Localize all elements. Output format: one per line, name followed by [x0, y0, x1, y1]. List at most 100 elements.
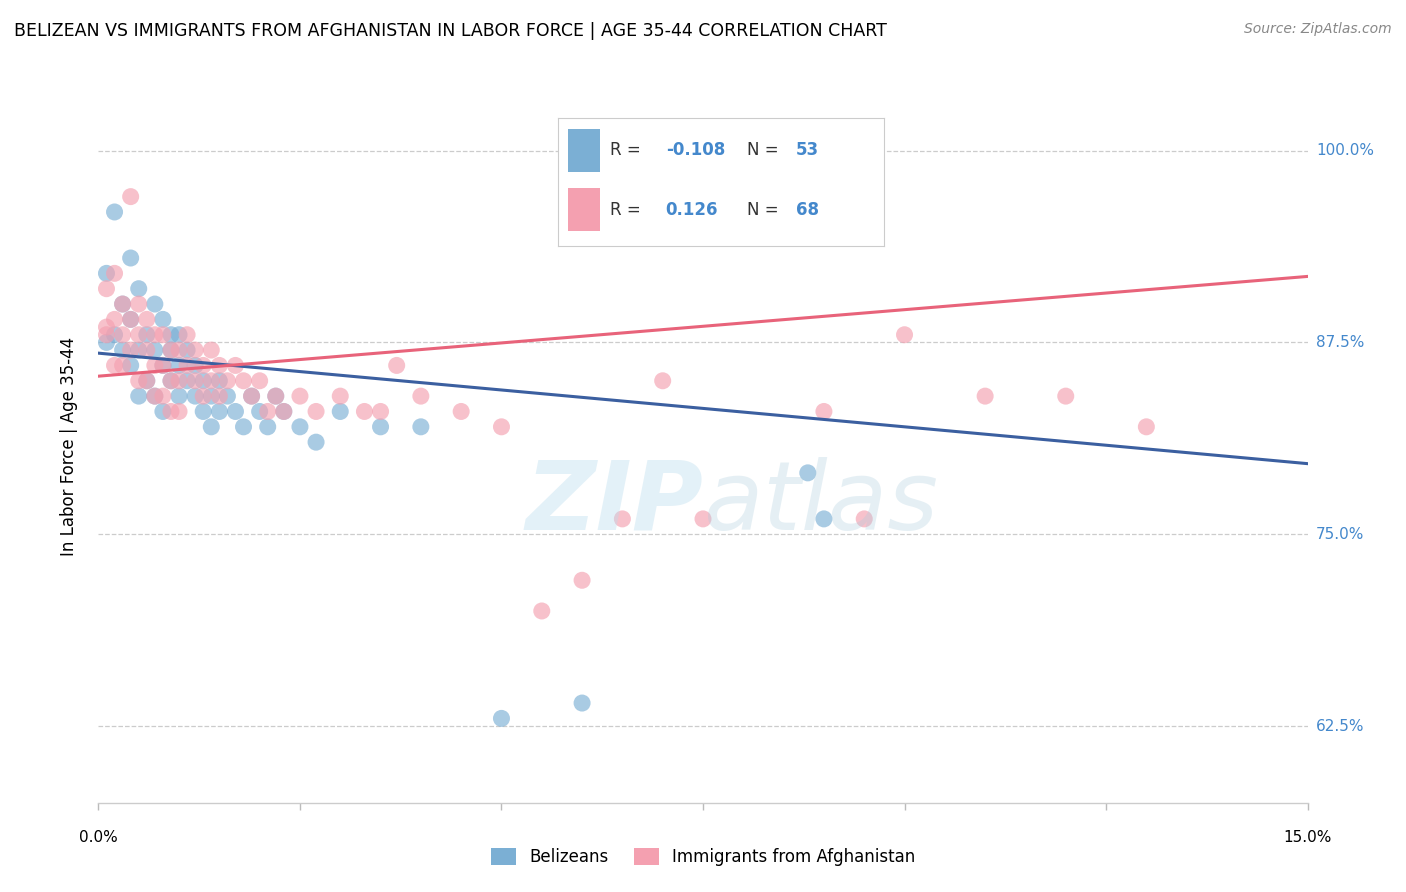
- Point: [184, 389, 207, 403]
- Legend: Belizeans, Immigrants from Afghanistan: Belizeans, Immigrants from Afghanistan: [484, 841, 922, 873]
- Point: [167, 343, 190, 357]
- Point: [288, 419, 311, 434]
- Point: [128, 343, 150, 357]
- Point: [160, 404, 183, 418]
- Point: [193, 359, 215, 373]
- Point: [224, 404, 246, 418]
- Point: [409, 389, 432, 403]
- Text: atlas: atlas: [703, 457, 938, 549]
- Point: [409, 419, 432, 434]
- Point: [208, 359, 231, 373]
- Point: [152, 359, 174, 373]
- Point: [111, 297, 134, 311]
- Point: [974, 389, 997, 403]
- Point: [491, 419, 513, 434]
- Point: [143, 297, 166, 311]
- Point: [184, 343, 207, 357]
- Point: [160, 343, 183, 357]
- Point: [692, 512, 714, 526]
- Point: [273, 404, 295, 418]
- Point: [111, 327, 134, 342]
- Point: [385, 359, 408, 373]
- Point: [103, 312, 125, 326]
- Point: [184, 374, 207, 388]
- Point: [571, 696, 593, 710]
- Text: 75.0%: 75.0%: [1316, 527, 1364, 541]
- Point: [103, 205, 125, 219]
- Point: [450, 404, 472, 418]
- Point: [128, 327, 150, 342]
- Point: [232, 374, 254, 388]
- Point: [370, 404, 392, 418]
- Point: [1135, 419, 1157, 434]
- Point: [120, 312, 142, 326]
- Point: [208, 389, 231, 403]
- Text: ZIP: ZIP: [524, 457, 703, 549]
- Point: [103, 266, 125, 280]
- Point: [193, 389, 215, 403]
- Point: [288, 389, 311, 403]
- Point: [329, 389, 352, 403]
- Point: [176, 374, 198, 388]
- Point: [120, 189, 142, 203]
- Point: [305, 404, 328, 418]
- Point: [135, 374, 157, 388]
- Point: [353, 404, 375, 418]
- Point: [111, 343, 134, 357]
- Point: [797, 466, 820, 480]
- Point: [256, 419, 278, 434]
- Point: [160, 374, 183, 388]
- Point: [135, 343, 157, 357]
- Point: [273, 404, 295, 418]
- Point: [208, 404, 231, 418]
- Point: [224, 359, 246, 373]
- Text: 87.5%: 87.5%: [1316, 334, 1364, 350]
- Point: [651, 374, 673, 388]
- Text: BELIZEAN VS IMMIGRANTS FROM AFGHANISTAN IN LABOR FORCE | AGE 35-44 CORRELATION C: BELIZEAN VS IMMIGRANTS FROM AFGHANISTAN …: [14, 22, 887, 40]
- Point: [240, 389, 263, 403]
- Point: [167, 404, 190, 418]
- Point: [813, 512, 835, 526]
- Point: [143, 389, 166, 403]
- Point: [167, 327, 190, 342]
- Point: [176, 327, 198, 342]
- Point: [152, 312, 174, 326]
- Point: [530, 604, 553, 618]
- Point: [167, 374, 190, 388]
- Point: [120, 359, 142, 373]
- Point: [217, 389, 239, 403]
- Point: [128, 389, 150, 403]
- Point: [128, 282, 150, 296]
- Point: [208, 374, 231, 388]
- Point: [160, 327, 183, 342]
- Point: [264, 389, 287, 403]
- Point: [1054, 389, 1077, 403]
- Point: [111, 359, 134, 373]
- Text: 100.0%: 100.0%: [1316, 143, 1374, 158]
- Point: [103, 359, 125, 373]
- Text: 15.0%: 15.0%: [1284, 830, 1331, 846]
- Point: [176, 359, 198, 373]
- Point: [329, 404, 352, 418]
- Point: [135, 312, 157, 326]
- Point: [370, 419, 392, 434]
- Point: [103, 327, 125, 342]
- Point: [143, 327, 166, 342]
- Point: [120, 312, 142, 326]
- Point: [193, 374, 215, 388]
- Point: [232, 419, 254, 434]
- Y-axis label: In Labor Force | Age 35-44: In Labor Force | Age 35-44: [59, 336, 77, 556]
- Point: [128, 297, 150, 311]
- Point: [160, 343, 183, 357]
- Point: [200, 343, 222, 357]
- Point: [249, 374, 271, 388]
- Point: [813, 404, 835, 418]
- Point: [184, 359, 207, 373]
- Point: [167, 359, 190, 373]
- Point: [305, 435, 328, 450]
- Point: [893, 327, 915, 342]
- Point: [143, 359, 166, 373]
- Point: [256, 404, 278, 418]
- Point: [193, 404, 215, 418]
- Point: [264, 389, 287, 403]
